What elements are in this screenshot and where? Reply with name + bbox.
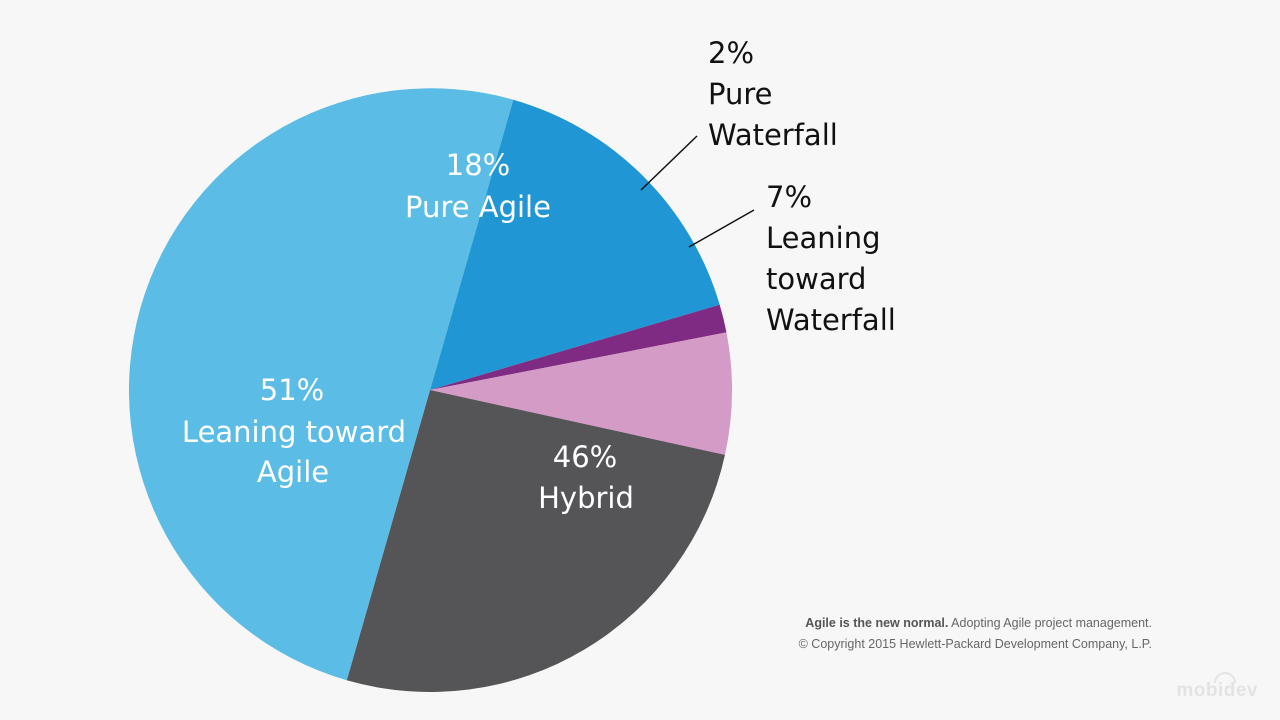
leader-line-pure-waterfall xyxy=(640,135,698,191)
slice-label-leaning-waterfall-percent: 7% xyxy=(766,180,812,214)
source-caption: Agile is the new normal. Adopting Agile … xyxy=(799,613,1152,655)
slice-label-hybrid-name: Hybrid xyxy=(538,481,634,515)
leader-line-leaning-waterfall xyxy=(688,209,755,248)
pie-slice-pure-waterfall xyxy=(430,304,727,390)
pie-slice-pure-agile xyxy=(430,99,720,390)
slice-label-hybrid-percent: 46% xyxy=(553,440,617,474)
slice-label-leaning-agile-percent: 51% xyxy=(260,373,324,407)
slice-label-pure-agile-name: Pure Agile xyxy=(405,190,551,224)
source-copyright: © Copyright 2015 Hewlett-Packard Develop… xyxy=(798,637,1152,651)
slice-label-leaning-agile-name-line1: Leaning toward xyxy=(182,415,406,449)
slice-label-leaning-waterfall-name-line1: Leaning xyxy=(766,221,881,255)
source-line-1: Agile is the new normal. Adopting Agile … xyxy=(799,613,1152,634)
logo-wave-icon xyxy=(1214,672,1236,683)
slice-label-pure-agile-percent: 18% xyxy=(446,148,510,182)
slice-label-leaning-waterfall-name-line3: Waterfall xyxy=(766,303,896,337)
slice-label-pure-waterfall-name-line2: Waterfall xyxy=(708,118,838,152)
slice-label-pure-waterfall-name-line1: Pure xyxy=(708,77,773,111)
source-rest: Adopting Agile project management. xyxy=(948,616,1152,630)
logo: mobidev xyxy=(1176,680,1258,701)
pie-slice-hybrid xyxy=(346,390,725,692)
pie-slice-leaning-toward-agile xyxy=(128,88,514,681)
slice-label-pure-waterfall-percent: 2% xyxy=(708,36,754,70)
pie-slices xyxy=(128,88,733,692)
slice-label-leaning-waterfall-name-line2: toward xyxy=(766,262,866,296)
slice-label-leaning-agile-name-line2: Agile xyxy=(257,455,329,489)
pie-slice-leaning-toward-waterfall xyxy=(430,332,733,455)
source-bold: Agile is the new normal. xyxy=(805,616,949,630)
